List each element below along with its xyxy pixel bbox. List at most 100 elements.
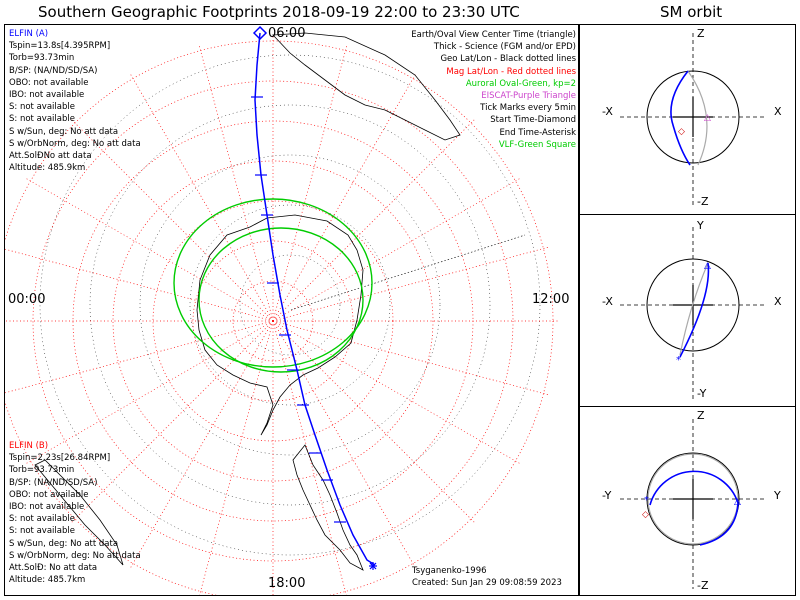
elfin-a-info-line: OBO: not available xyxy=(9,77,89,88)
elfin-a-info-line: Tspin=13.8s[4.395RPM] xyxy=(9,41,111,52)
elfin-b-info-line: Altitude: 485.7km xyxy=(9,575,86,586)
sm-plot-yz: * △ ◇ xyxy=(620,419,766,589)
legend-entry: Thick - Science (FGM and/or EPD) xyxy=(433,42,576,53)
geo-meridian xyxy=(290,234,526,311)
geo-lat-circle xyxy=(89,104,491,506)
legend-entry: Start Time-Diamond xyxy=(490,115,576,126)
elfin-a-info-line: Att.SolÐNo att data xyxy=(9,151,92,162)
view-triangle: △ xyxy=(734,497,741,507)
mag-lat-circle xyxy=(112,160,434,482)
mag-lon-line xyxy=(199,320,274,595)
orbit-projection-blue xyxy=(679,262,710,358)
elfin-a-footprint-track xyxy=(254,32,376,566)
sm-panel-xy: △ * Y -Y -X X xyxy=(579,214,796,407)
sm-panel-xz: ◇ △ Z -Z -X X xyxy=(579,24,796,215)
sm3-right-label: Y xyxy=(774,489,781,502)
geo-lat-circle xyxy=(139,154,441,456)
legend-entry: Geo Lat/Lon - Black dotted lines xyxy=(440,54,576,65)
antarctica-coastline xyxy=(196,214,364,436)
orbit-projection-blue xyxy=(649,470,739,546)
elfin-b-info: ELFIN (B) Tspin=2.23s[26.84RPM] Torb=93.7… xyxy=(9,440,141,586)
elfin-b-info-line: Tspin=2.23s[26.84RPM] xyxy=(9,453,111,464)
legend-entry: Auroral Oval-Green, kp=2 xyxy=(465,78,576,89)
mag-lat-circle xyxy=(232,280,314,362)
auroral-oval-outer xyxy=(173,198,373,368)
legend-entry: Tick Marks every 5min xyxy=(480,103,576,114)
elfin-a-info-line: IBO: not available xyxy=(9,90,85,101)
oceania-coastline xyxy=(272,32,461,141)
elfin-b-info-line: Torb=93.73min xyxy=(9,465,75,476)
elfin-a-info-line: Altitude: 485.9km xyxy=(9,163,86,174)
start-time-diamond xyxy=(252,25,268,41)
sm-panel-yz: * △ ◇ Z -Z -Y Y xyxy=(579,406,796,596)
sm3-top-label: Z xyxy=(697,409,705,422)
legend-entry: Mag Lat/Lon - Red dotted lines xyxy=(446,66,576,77)
elfin-a-name: ELFIN (A) xyxy=(9,29,49,39)
footprint-map-panel xyxy=(4,24,579,596)
sm-plot-xy: △ * xyxy=(620,227,766,400)
mag-lon-line xyxy=(26,178,274,322)
mag-lat-circle xyxy=(32,80,514,562)
earth-circle xyxy=(646,258,740,352)
footprint-map xyxy=(5,25,558,595)
elfin-b-info-line: IBO: not available xyxy=(9,502,85,513)
geo-grid xyxy=(39,54,541,556)
legend-entry: End Time-Asterisk xyxy=(499,127,576,138)
sm3-left-label: -Y xyxy=(602,489,612,502)
elfin-b-info-line: S: not available xyxy=(9,526,75,537)
sm1-right-label: X xyxy=(774,105,782,118)
sm-orbit-title: SM orbit xyxy=(660,3,723,21)
mag-lon-line xyxy=(272,320,549,396)
end-time-asterisk xyxy=(369,562,377,570)
elfin-a-info-line: B/SP: (NA/ND/SD/SA) xyxy=(9,65,98,76)
tick-marks xyxy=(251,96,346,523)
orbit-projection-gray xyxy=(679,262,709,356)
legend-entry: EISCAT-Purple Triangle xyxy=(481,91,576,102)
elfin-b-info-line: S w/Sun, deg: No att data xyxy=(9,538,119,549)
sm1-bottom-label: -Z xyxy=(697,195,709,208)
elfin-a-lines: Tspin=13.8s[4.395RPM] Torb=93.73min B/SP: … xyxy=(9,40,141,174)
earth-circle xyxy=(646,452,740,546)
end-asterisk: * xyxy=(644,495,649,506)
sm2-left-label: -X xyxy=(602,295,613,308)
mag-lat-circle xyxy=(192,240,354,402)
orbit-projection-gray xyxy=(687,70,708,166)
mag-lon-line xyxy=(130,320,274,568)
orbit-projection-blue xyxy=(670,70,691,166)
sm2-bottom-label: -Y xyxy=(697,387,707,400)
view-triangle: △ xyxy=(704,261,711,271)
legend-entry: VLF-Green Square xyxy=(498,139,576,150)
footer-model: Tsyganenko-1996 xyxy=(412,566,487,576)
elfin-a-info-line: S w/Sun, deg: No att data xyxy=(9,126,119,137)
sm2-top-label: Y xyxy=(697,219,704,232)
mag-lon-line xyxy=(272,320,475,523)
mag-grid xyxy=(5,36,558,595)
elfin-b-lines: Tspin=2.23s[26.84RPM] Torb=93.73min B/SP: … xyxy=(9,452,141,586)
mag-lon-line xyxy=(272,320,520,464)
elfin-b-info-line: Att.SolÐ: No att data xyxy=(9,563,98,574)
start-diamond: ◇ xyxy=(678,127,685,137)
sm1-top-label: Z xyxy=(697,27,705,40)
mag-lon-line xyxy=(272,45,348,322)
earth-circle xyxy=(646,70,740,164)
orbit-projection-gray xyxy=(647,453,739,545)
elfin-b-info-line: S w/OrbNorm, deg: No att data xyxy=(9,550,141,561)
africa-coastline xyxy=(34,459,124,566)
south-america-coastline xyxy=(292,444,364,571)
elfin-a-info: ELFIN (A) Tspin=13.8s[4.395RPM] Torb=93.7… xyxy=(9,28,141,174)
elfin-a-info-line: S: not available xyxy=(9,114,75,125)
sm-plot-xz: ◇ △ xyxy=(620,33,766,207)
clock-label-bottom: 18:00 xyxy=(268,576,306,591)
legend-entry: Earth/Oval View Center Time (triangle) xyxy=(411,30,576,40)
sm3-bottom-label: -Z xyxy=(697,579,709,592)
elfin-a-info-line: S: not available xyxy=(9,102,75,113)
mag-lon-line xyxy=(272,74,416,322)
clock-label-right: 12:00 xyxy=(532,292,570,307)
clock-label-top: 06:00 xyxy=(268,26,306,41)
geo-lat-circle xyxy=(239,254,341,356)
auroral-oval-inner xyxy=(198,227,364,373)
elfin-b-name: ELFIN (B) xyxy=(9,441,49,451)
elfin-b-info-line: B/SP: (NA/ND/SD/SA) xyxy=(9,477,98,488)
clock-label-left: 00:00 xyxy=(8,292,46,307)
elfin-a-info-line: S w/OrbNorm, deg: No att data xyxy=(9,138,141,149)
